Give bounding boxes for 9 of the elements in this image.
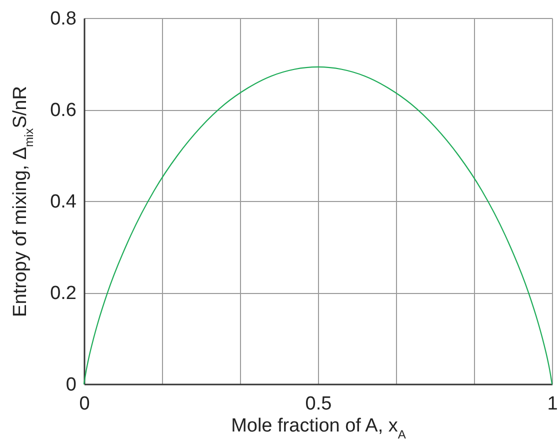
y-tick-label: 0.2 — [50, 283, 76, 304]
y-tick-label: 0.6 — [50, 100, 76, 121]
x-tick-label: 0 — [79, 394, 90, 414]
y-tick-label: 0 — [66, 374, 76, 396]
y-tick-label: 0.4 — [50, 192, 77, 212]
x-tick-label: 0.5 — [305, 394, 332, 414]
x-tick-label: 1 — [547, 394, 558, 414]
y-tick-label: 0.8 — [50, 8, 76, 30]
x-axis-title: Mole fraction of A, x$_{A}$ — [231, 416, 406, 440]
